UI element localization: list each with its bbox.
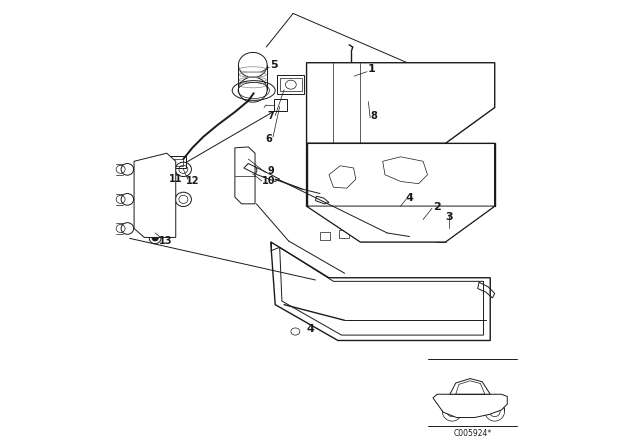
Text: C005924*: C005924* <box>453 429 492 438</box>
Text: 1: 1 <box>367 65 375 74</box>
Text: 6: 6 <box>265 134 272 144</box>
Text: 2: 2 <box>433 202 441 212</box>
Polygon shape <box>307 206 495 242</box>
Text: 13: 13 <box>159 236 172 246</box>
Text: 9: 9 <box>268 166 274 176</box>
Ellipse shape <box>248 168 253 173</box>
Ellipse shape <box>152 236 158 241</box>
Text: 10: 10 <box>262 176 275 185</box>
Polygon shape <box>134 153 176 237</box>
Polygon shape <box>271 242 490 340</box>
Polygon shape <box>235 147 255 204</box>
Text: 4: 4 <box>306 324 314 334</box>
Text: 4: 4 <box>406 193 413 203</box>
Polygon shape <box>450 379 490 394</box>
Text: 11: 11 <box>169 174 182 184</box>
Text: 3: 3 <box>445 212 453 222</box>
Text: 12: 12 <box>186 177 199 186</box>
Ellipse shape <box>464 393 481 406</box>
Text: 8: 8 <box>371 112 377 121</box>
Polygon shape <box>433 394 508 418</box>
Polygon shape <box>307 63 495 143</box>
Polygon shape <box>307 143 495 242</box>
Text: 5: 5 <box>270 60 278 70</box>
Text: 7: 7 <box>268 112 274 121</box>
